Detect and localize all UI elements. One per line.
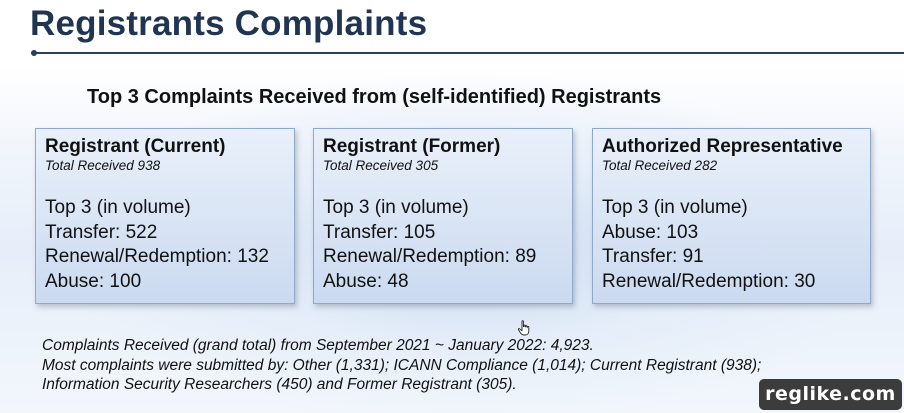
card-heading: Registrant (Former) (323, 136, 501, 157)
card-list-item: Renewal/Redemption: 89 (323, 246, 537, 267)
card-list-header: Top 3 (in volume) (602, 197, 748, 218)
card-list-item: Transfer: 105 (323, 221, 436, 243)
card-total: Total Received 938 (45, 158, 161, 173)
card-list-header: Top 3 (in volume) (45, 197, 191, 218)
slide-title: Registrants Complaints (30, 4, 428, 43)
card-authorized-representative: Authorized Representative Total Received… (592, 128, 871, 304)
card-list-item: Abuse: 48 (323, 270, 409, 292)
title-divider-dot (31, 50, 37, 56)
card-list-header: Top 3 (in volume) (323, 197, 469, 218)
card-list-item: Abuse: 100 (45, 270, 142, 292)
card-list-item: Transfer: 91 (602, 246, 704, 267)
footnotes: Complaints Received (grand total) from S… (42, 336, 761, 395)
card-registrant-former: Registrant (Former) Total Received 305 T… (313, 128, 573, 304)
card-list: Top 3 (in volume) Abuse: 103 Transfer: 9… (602, 196, 870, 294)
card-list-item: Renewal/Redemption: 132 (45, 246, 269, 267)
slide-subtitle: Top 3 Complaints Received from (self-ide… (87, 86, 662, 108)
footnote-line: Complaints Received (grand total) from S… (42, 337, 594, 354)
card-total: Total Received 282 (602, 158, 718, 173)
title-divider (34, 52, 904, 54)
card-registrant-current: Registrant (Current) Total Received 938 … (35, 128, 295, 304)
card-list: Top 3 (in volume) Transfer: 105 Renewal/… (323, 196, 572, 294)
card-list-item: Abuse: 103 (602, 221, 699, 243)
watermark-badge: reglike.com (759, 379, 902, 410)
card-total: Total Received 305 (323, 158, 439, 173)
hand-pointer-icon (517, 320, 530, 336)
footnote-line: Information Security Researchers (450) a… (42, 376, 517, 393)
card-heading: Authorized Representative (602, 136, 843, 157)
card-list-item: Transfer: 522 (45, 221, 158, 243)
card-list: Top 3 (in volume) Transfer: 522 Renewal/… (45, 196, 294, 294)
card-list-item: Renewal/Redemption: 30 (602, 270, 816, 292)
card-heading: Registrant (Current) (45, 136, 226, 157)
footnote-line: Most complaints were submitted by: Other… (42, 356, 762, 374)
